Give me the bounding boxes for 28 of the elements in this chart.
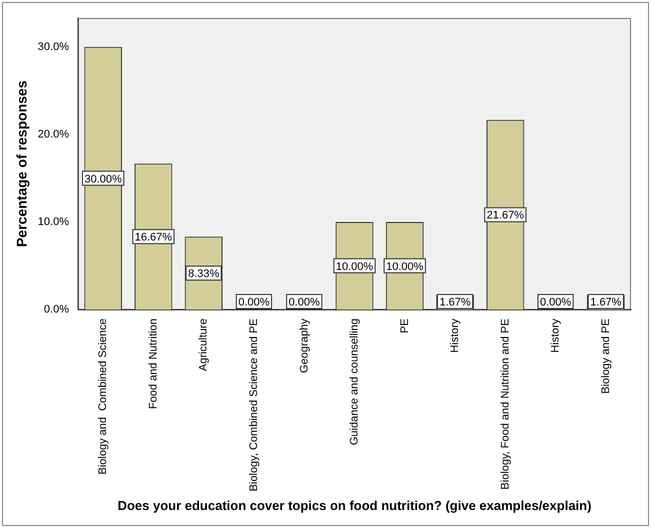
x-tick-label: Biology and PE xyxy=(600,318,612,394)
y-tick-label: 20.0% xyxy=(38,128,70,140)
data-label: 30.00% xyxy=(84,173,122,186)
x-axis-title: Does your education cover topics on food nutrition? (give examples/explain) xyxy=(118,498,592,513)
data-label: 0.00% xyxy=(288,296,320,309)
x-tick-label: Food and Nutrition xyxy=(147,318,160,410)
x-tick-label: History xyxy=(449,318,462,353)
x-tick-label: Biology and Combined Science xyxy=(97,318,110,474)
x-tick-label: Geography xyxy=(298,318,310,373)
data-label: 0.00% xyxy=(238,296,270,309)
x-tick-label: Biology, Food and Nutrition and PE xyxy=(499,318,512,490)
y-tick-label: 30.0% xyxy=(38,40,70,53)
x-tick-label: History xyxy=(550,318,562,353)
data-label: 10.00% xyxy=(386,260,424,273)
x-tick-label: Agriculture xyxy=(198,318,210,372)
data-label: 0.00% xyxy=(540,296,572,309)
data-label: 10.00% xyxy=(336,260,374,273)
data-label: 1.67% xyxy=(439,296,471,309)
data-label: 16.67% xyxy=(134,232,172,244)
x-tick-label: PE xyxy=(398,318,411,334)
data-label: 8.33% xyxy=(188,268,220,280)
y-tick-label: 10.0% xyxy=(38,216,70,228)
data-label: 1.67% xyxy=(590,296,622,309)
data-label: 21.67% xyxy=(486,210,524,222)
x-tick-label: Biology, Combined Science and PE xyxy=(248,318,260,492)
x-tick-label: Guidance and counselling xyxy=(348,318,361,446)
y-tick-label: 0.0% xyxy=(44,304,70,316)
y-axis-title: Percentage of responses xyxy=(13,80,30,248)
